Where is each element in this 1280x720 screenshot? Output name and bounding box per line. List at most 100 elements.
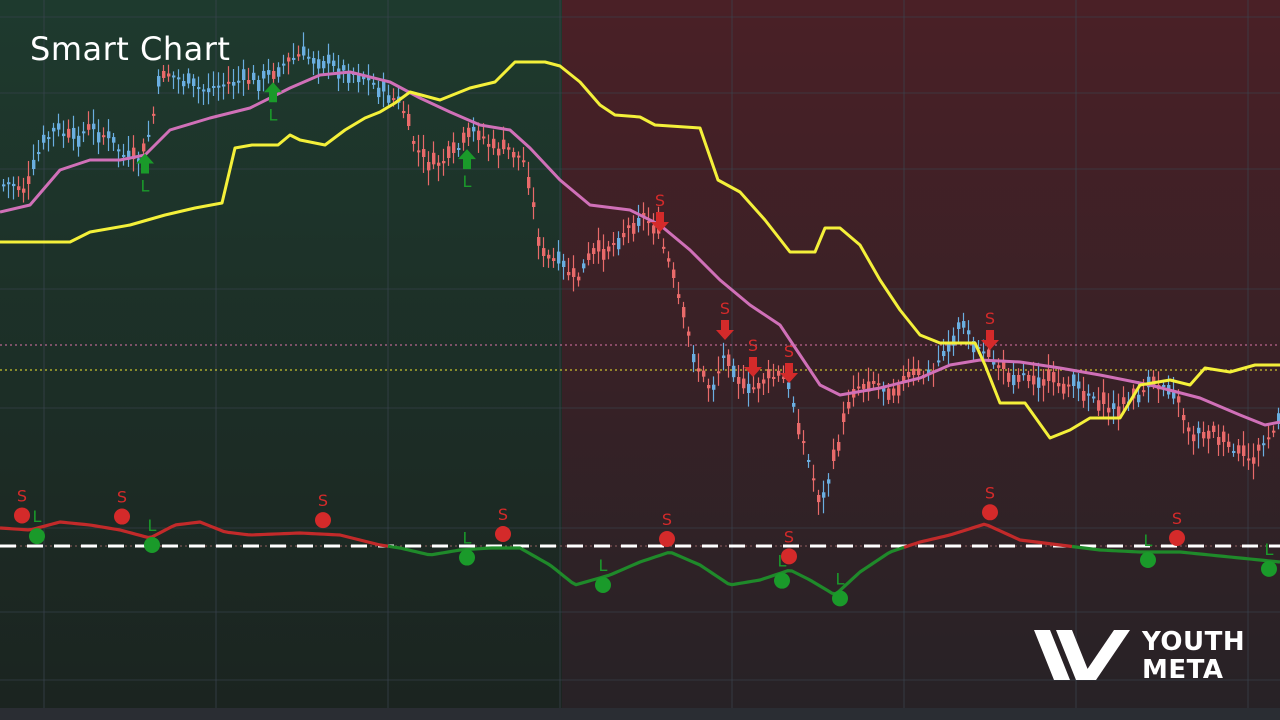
candle-body-130 <box>652 225 656 234</box>
candle-body-85 <box>427 162 431 171</box>
short-arrow-icon-5 <box>744 357 762 377</box>
candle-body-7 <box>37 152 41 155</box>
candle-body-220 <box>1102 392 1106 404</box>
candle-body-210 <box>1052 372 1056 383</box>
candle-body-163 <box>817 495 821 503</box>
candle-body-46 <box>232 82 236 86</box>
candle-body-107 <box>537 237 541 246</box>
candle-body-88 <box>442 161 446 164</box>
candle-body-146 <box>732 365 736 378</box>
candle-body-245 <box>1227 441 1231 447</box>
candle-body-8 <box>42 134 46 143</box>
candle-body-143 <box>717 371 721 374</box>
candle-body-65 <box>327 54 331 64</box>
candle-body-99 <box>497 148 501 156</box>
osc-dot-5 <box>459 549 475 566</box>
candle-body-141 <box>707 385 711 389</box>
candle-body-114 <box>572 268 576 277</box>
bottom-bar <box>0 708 1280 720</box>
candle-body-222 <box>1112 403 1116 409</box>
candle-body-61 <box>307 56 311 59</box>
candle-body-230 <box>1152 376 1156 385</box>
candle-body-152 <box>762 379 766 384</box>
candle-body-100 <box>502 139 506 150</box>
candle-body-249 <box>1247 458 1251 461</box>
candle-body-36 <box>182 81 186 87</box>
candle-body-216 <box>1082 391 1086 401</box>
short-arrow-icon-4 <box>716 320 734 340</box>
candle-body-241 <box>1207 430 1211 439</box>
indicator-lines <box>0 60 1280 440</box>
candle-body-57 <box>287 57 291 62</box>
candle-body-32 <box>162 71 166 78</box>
bear-zone <box>562 0 1280 708</box>
candle-body-97 <box>487 144 491 147</box>
candle-body-234 <box>1172 390 1176 399</box>
candle-body-35 <box>177 77 181 80</box>
candle-body-98 <box>492 138 496 149</box>
candle-body-160 <box>802 441 806 444</box>
candle-body-12 <box>62 133 66 137</box>
candle-body-217 <box>1087 393 1091 396</box>
candle-body-151 <box>757 383 761 389</box>
candle-body-182 <box>912 368 916 375</box>
candle-body-136 <box>682 307 686 318</box>
candle-body-113 <box>567 272 571 276</box>
osc-dot-14 <box>1169 530 1185 546</box>
candle-body-214 <box>1072 374 1076 386</box>
candle-body-5 <box>27 176 31 184</box>
candle-body-147 <box>737 377 741 384</box>
osc-dot-10 <box>781 548 797 565</box>
candle-body-188 <box>942 351 946 357</box>
candle-body-248 <box>1242 445 1246 456</box>
candle-body-177 <box>887 388 891 400</box>
candle-body-50 <box>252 72 256 80</box>
short-label-7: S <box>985 309 995 328</box>
candle-body-149 <box>747 383 751 393</box>
candle-body-4 <box>22 188 26 193</box>
osc-segment-0 <box>0 520 389 548</box>
short-label-4: S <box>720 299 730 318</box>
candle-body-22 <box>112 137 116 143</box>
candle-body-90 <box>452 142 456 153</box>
candle-body-93 <box>467 127 471 138</box>
candle-body-164 <box>822 492 826 498</box>
candle-body-51 <box>257 80 261 92</box>
candle-body-71 <box>357 74 361 83</box>
candle-body-156 <box>782 376 786 379</box>
candle-body-59 <box>297 54 301 57</box>
candle-body-29 <box>147 134 151 137</box>
candle-body-246 <box>1232 451 1236 453</box>
candle-body-55 <box>277 67 281 77</box>
candle-body-119 <box>597 240 601 252</box>
osc-segment-3 <box>1071 544 1280 564</box>
short-arrow-icon-3 <box>651 212 669 232</box>
candle-body-228 <box>1142 390 1146 393</box>
youth-meta-logo-icon <box>1034 630 1130 680</box>
candle-body-207 <box>1037 377 1041 388</box>
candle-body-84 <box>422 149 426 157</box>
candle-body-202 <box>1012 375 1016 386</box>
candle-body-133 <box>667 258 671 262</box>
long-arrow-icon-2 <box>458 149 476 170</box>
candle-body-178 <box>892 388 896 396</box>
candle-body-28 <box>142 143 146 152</box>
candle-body-189 <box>947 342 951 352</box>
candle-body-120 <box>602 249 606 260</box>
candle-body-137 <box>687 331 691 336</box>
candle-body-155 <box>777 370 781 376</box>
candle-body-30 <box>152 113 156 116</box>
candle-body-205 <box>1027 375 1031 382</box>
osc-label-4: S <box>318 491 328 510</box>
candle-body-52 <box>262 70 266 79</box>
brand-line-2: META <box>1142 655 1224 685</box>
candle-body-103 <box>517 155 521 158</box>
candle-body-242 <box>1212 425 1216 432</box>
candle-body-212 <box>1062 383 1066 394</box>
osc-dot-2 <box>114 508 130 525</box>
candle-body-110 <box>552 258 556 261</box>
candle-body-62 <box>312 58 316 64</box>
